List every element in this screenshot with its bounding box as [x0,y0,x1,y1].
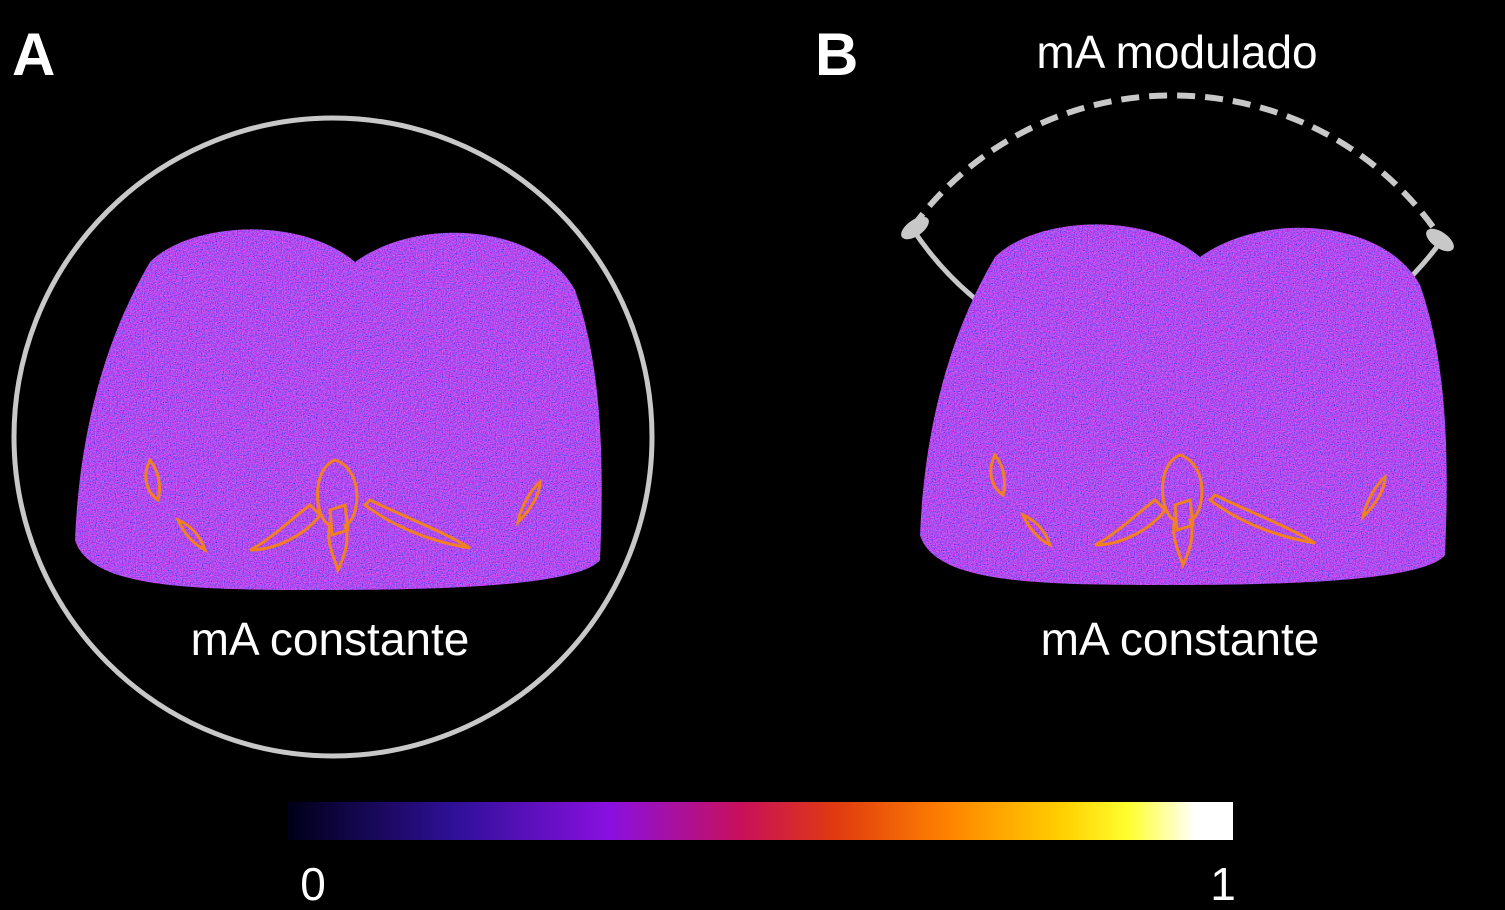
arc-marker [901,216,929,240]
panel-label: B [815,21,858,88]
body-scan [920,224,1447,585]
colorbar-max: 1 [1210,858,1236,910]
body-scan [75,229,602,590]
colorbar-min: 0 [300,858,326,910]
bottom-label: mA constante [1041,613,1320,665]
gantry-circle [11,115,655,759]
top-label: mA modulado [1036,26,1317,78]
arc-marker [1426,228,1454,252]
panel-b: B mA modulado mA constante [815,21,1454,665]
panel-a: A mA constante [11,21,655,759]
modulated-arc [909,92,1445,242]
bottom-label: mA constante [191,613,470,665]
colorbar-gradient [288,802,1233,840]
colorbar: 0 1 [288,802,1236,910]
panel-label: A [12,21,55,88]
